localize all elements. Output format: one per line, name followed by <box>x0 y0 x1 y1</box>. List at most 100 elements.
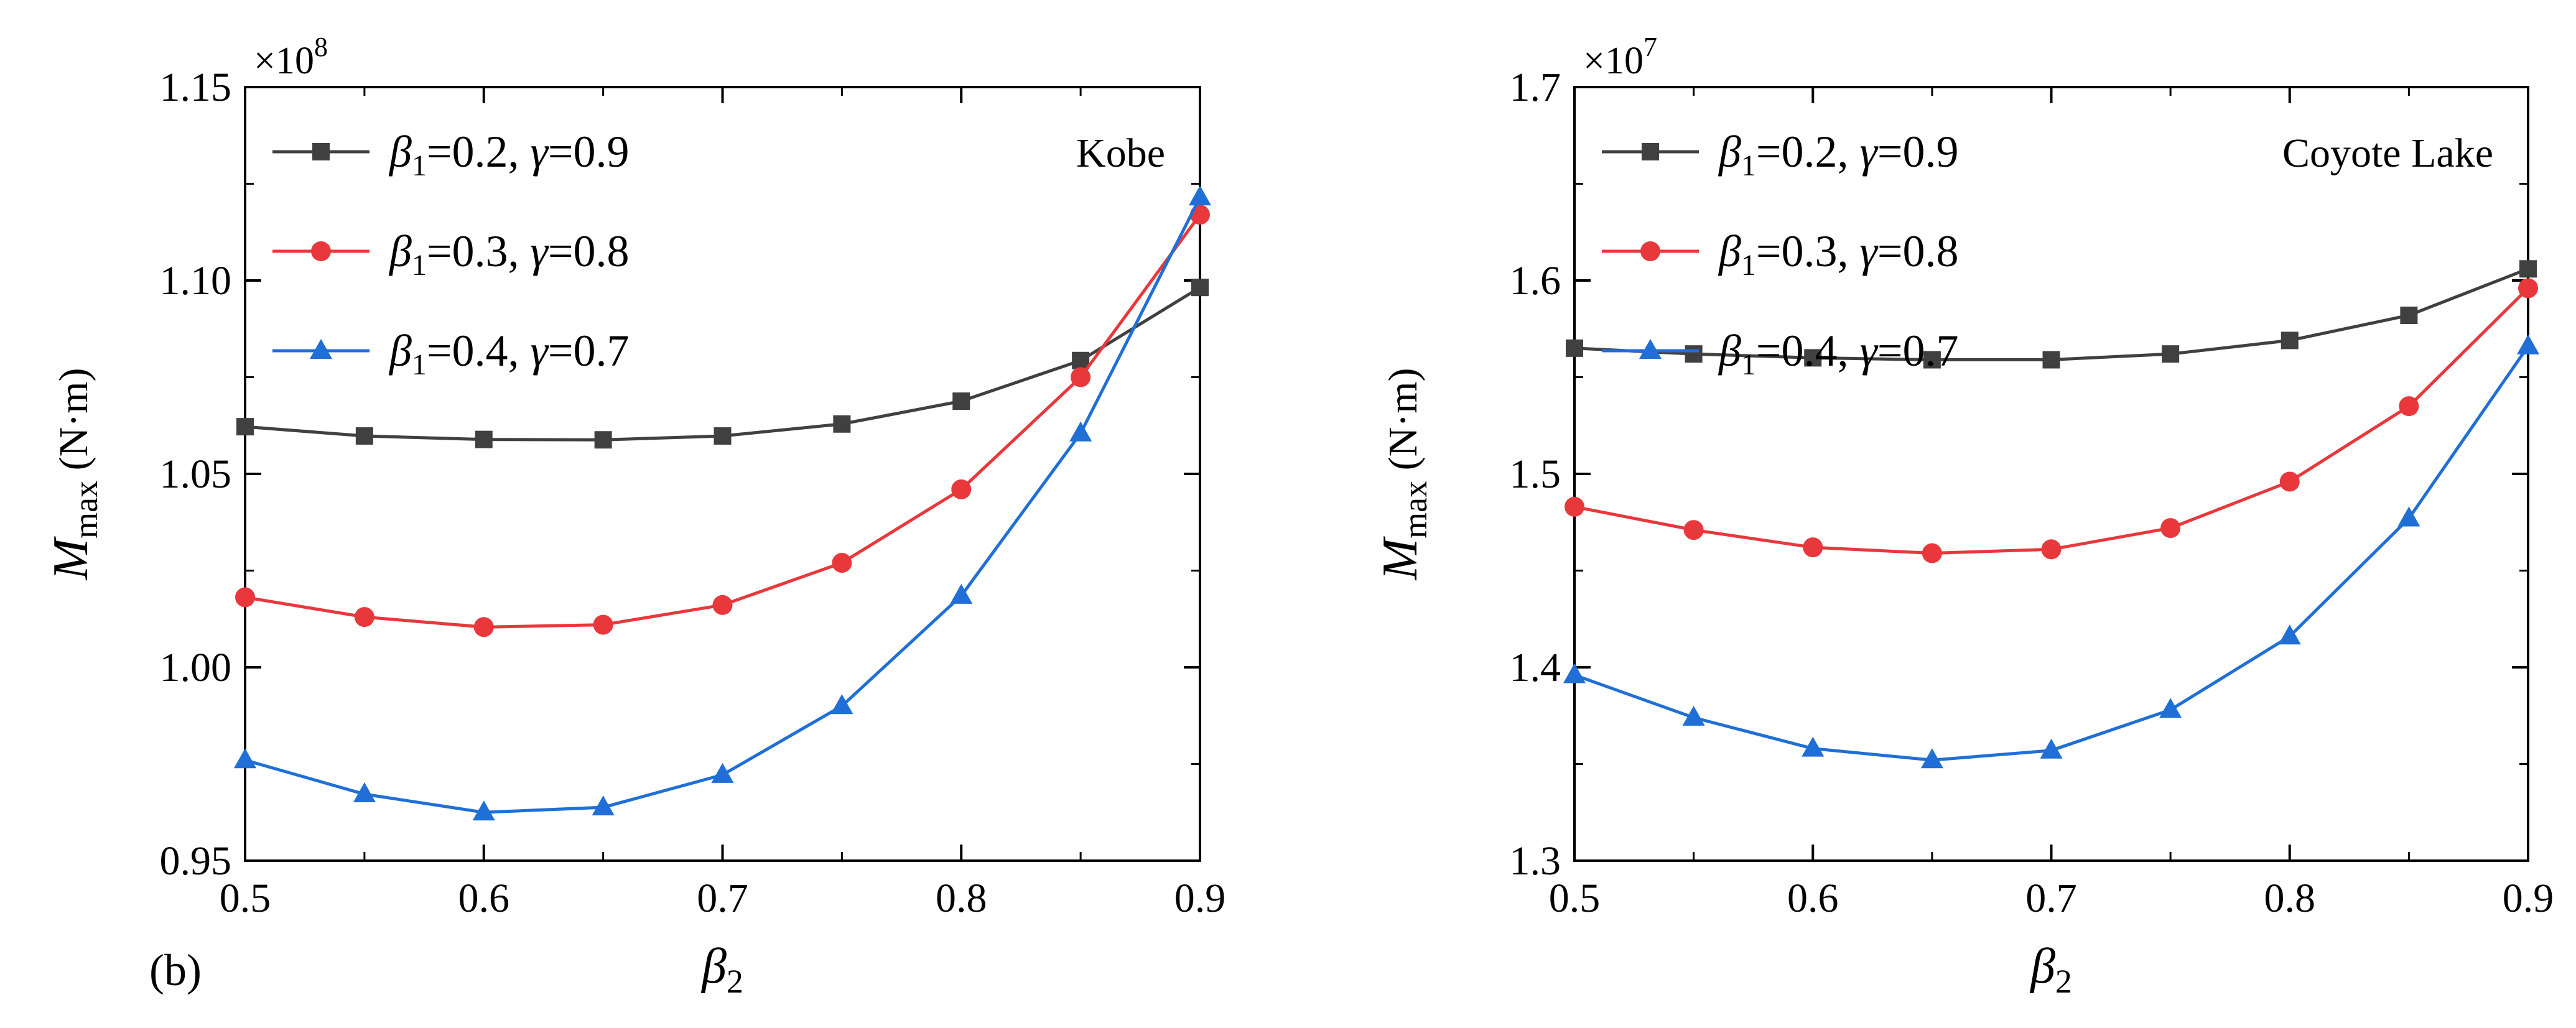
series-line <box>244 213 1202 629</box>
data-point <box>950 583 973 604</box>
legend: β1=0.2, γ=0.9 β1=0.3, γ=0.8 β1=0.4, γ=0.7 <box>1602 127 1958 381</box>
data-point <box>1682 705 1705 726</box>
data-point <box>2399 396 2419 417</box>
data-point <box>2278 624 2301 645</box>
data-point <box>1565 496 1584 517</box>
data-point <box>234 748 256 769</box>
data-point <box>711 762 734 783</box>
data-point <box>236 418 254 436</box>
y-tick-label: 1.5 <box>1510 451 1561 497</box>
x-axis-title: β2 <box>2029 939 2072 1000</box>
data-point <box>951 479 972 499</box>
legend-marker <box>1639 339 1662 359</box>
legend-entry: β1=0.3, γ=0.8 <box>388 226 629 282</box>
x-tick-label: 0.8 <box>936 876 987 921</box>
data-point <box>1566 339 1583 357</box>
x-tick-label: 0.9 <box>2503 876 2554 921</box>
x-tick-label: 0.5 <box>220 876 271 921</box>
data-point <box>2160 518 2181 539</box>
legend-marker <box>1642 143 1659 160</box>
chart-panel-2: 0.5 0.6 0.7 0.8 0.9 1.3 1.4 1.5 1.6 1.7 ×107 β2 Mmax… <box>1373 32 2554 1000</box>
series-line <box>244 197 1202 814</box>
legend-entry: β1=0.4, γ=0.7 <box>1718 326 1958 381</box>
data-point <box>1802 736 1825 757</box>
series-1 <box>1566 260 2537 369</box>
data-point <box>473 617 494 637</box>
legend-marker <box>310 339 332 359</box>
series-2 <box>235 205 1210 637</box>
data-point <box>1189 185 1211 206</box>
data-point <box>830 694 853 715</box>
data-point <box>1071 367 1091 387</box>
series-line <box>1574 287 2529 555</box>
data-point <box>2040 738 2063 759</box>
data-point <box>1683 520 1704 540</box>
y-axis-title: Mmax (N·m) <box>1373 368 1434 580</box>
data-point <box>355 427 373 445</box>
data-point <box>1923 351 1941 369</box>
plot-frame <box>244 86 1201 862</box>
y-tick-label: 1.10 <box>160 258 232 303</box>
y-multiplier: ×107 <box>1583 32 1657 82</box>
x-tick-label: 0.8 <box>2264 876 2316 921</box>
x-tick-label: 0.5 <box>1549 876 1601 921</box>
data-point <box>2159 698 2182 718</box>
y-tick-label: 1.4 <box>1510 645 1561 690</box>
data-point <box>714 427 732 445</box>
data-point <box>1191 279 1209 297</box>
y-tick-label: 1.7 <box>1510 65 1561 110</box>
series-3 <box>234 185 1211 821</box>
data-point <box>2041 539 2062 560</box>
data-point <box>2400 306 2418 324</box>
data-point <box>472 800 495 821</box>
y-axis-title: Mmax (N·m) <box>44 368 105 580</box>
data-point <box>1685 345 1703 363</box>
series-line <box>1574 267 2529 362</box>
data-point <box>475 430 493 448</box>
x-tick-label: 0.7 <box>2025 876 2077 921</box>
series-2 <box>1565 278 2538 563</box>
data-point <box>1803 537 1823 558</box>
data-point <box>2279 471 2300 492</box>
series-line <box>244 286 1201 442</box>
earthquake-label: Kobe <box>1076 131 1165 176</box>
y-tick-label: 1.05 <box>160 451 232 497</box>
data-point <box>2281 331 2299 350</box>
y-tick-label: 1.3 <box>1510 838 1561 884</box>
data-point <box>594 431 612 449</box>
data-point <box>1072 351 1090 369</box>
data-point <box>235 587 255 608</box>
legend-entry: β1=0.3, γ=0.8 <box>1718 226 1958 282</box>
y-tick-label: 1.00 <box>160 645 232 690</box>
y-tick-label: 1.15 <box>160 65 232 110</box>
data-point <box>2517 334 2539 354</box>
x-axis-title: β2 <box>700 939 743 1000</box>
data-point <box>2042 351 2060 369</box>
data-point <box>1922 543 1942 563</box>
x-tick-label: 0.6 <box>458 876 510 921</box>
data-point <box>833 415 851 433</box>
legend-marker <box>311 241 331 261</box>
legend-entry: β1=0.4, γ=0.7 <box>388 326 629 381</box>
data-point <box>1804 349 1822 367</box>
x-tick-label: 0.6 <box>1787 876 1839 921</box>
data-point <box>1069 421 1092 442</box>
legend: β1=0.2, γ=0.9 β1=0.3, γ=0.8 β1=0.4, γ=0.7 <box>272 127 629 381</box>
legend-entry: β1=0.2, γ=0.9 <box>1718 127 1958 182</box>
legend-marker <box>312 143 330 160</box>
panel-label: (b) <box>149 945 202 995</box>
legend-entry: β1=0.2, γ=0.9 <box>388 127 629 182</box>
earthquake-label: Coyote Lake <box>2282 131 2493 176</box>
data-point <box>592 795 615 816</box>
x-tick-label: 0.9 <box>1174 876 1226 921</box>
series-1 <box>236 279 1209 449</box>
x-tick-label: 0.7 <box>697 876 748 921</box>
data-point <box>1920 748 1943 769</box>
data-point <box>2519 260 2537 278</box>
legend-marker <box>1640 241 1660 261</box>
data-point <box>2518 278 2538 299</box>
data-point <box>593 614 613 635</box>
data-point <box>354 607 374 627</box>
chart-panel-1: 0.5 0.6 0.7 0.8 0.9 0.95 1.00 1.05 1.10 1.15 ×108 β… <box>44 32 1225 1000</box>
